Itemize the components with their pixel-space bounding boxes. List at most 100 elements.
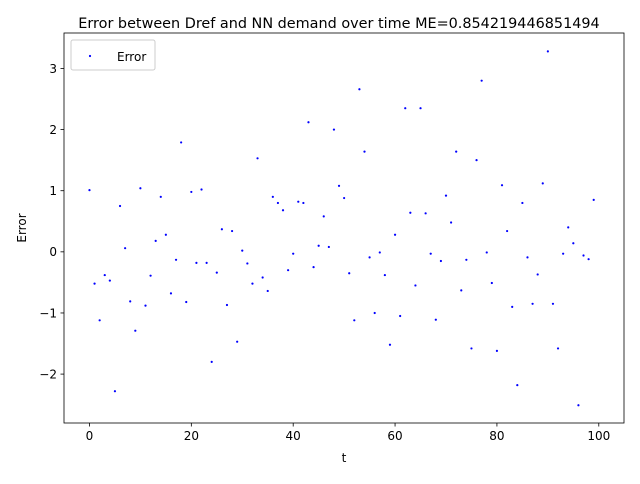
data-point xyxy=(556,347,560,350)
data-point xyxy=(429,252,432,255)
data-point xyxy=(287,269,290,272)
data-point xyxy=(393,233,397,236)
data-point xyxy=(485,251,488,254)
data-point xyxy=(98,319,101,322)
data-point xyxy=(302,201,305,205)
x-tick-label: 80 xyxy=(489,429,504,443)
data-point xyxy=(353,319,356,322)
data-point xyxy=(460,289,463,292)
data-point xyxy=(297,200,300,203)
data-point xyxy=(317,244,320,247)
data-point xyxy=(358,88,361,91)
data-point xyxy=(180,141,183,144)
x-tick-label: 100 xyxy=(587,429,610,443)
data-point xyxy=(506,229,509,233)
data-point xyxy=(251,282,254,285)
y-axis: −2 −1 0 1 2 3 xyxy=(39,62,64,381)
data-point xyxy=(480,79,483,82)
data-point xyxy=(465,258,468,261)
data-point xyxy=(246,262,249,265)
data-point xyxy=(185,300,188,304)
data-point xyxy=(343,196,346,200)
data-point xyxy=(551,302,555,305)
data-point xyxy=(332,128,336,131)
data-point xyxy=(149,274,152,277)
x-tick-label: 40 xyxy=(286,429,301,443)
data-point xyxy=(455,150,458,153)
x-axis: 0 20 40 60 80 100 xyxy=(86,423,610,443)
data-point xyxy=(271,195,274,198)
data-point xyxy=(383,273,386,277)
data-point xyxy=(230,229,234,233)
data-point xyxy=(256,157,259,160)
data-point xyxy=(93,282,96,285)
data-point xyxy=(281,209,285,212)
data-point xyxy=(511,305,514,308)
data-point xyxy=(159,195,162,198)
data-point xyxy=(531,302,534,305)
data-point xyxy=(241,249,244,252)
x-tick-label: 0 xyxy=(86,429,94,443)
data-point xyxy=(348,272,351,275)
data-point xyxy=(516,384,519,387)
data-point xyxy=(103,273,106,277)
data-point xyxy=(236,340,239,343)
data-point xyxy=(414,284,417,287)
y-tick-label: −1 xyxy=(39,306,57,320)
data-point xyxy=(108,279,111,282)
data-point xyxy=(541,182,544,185)
data-point xyxy=(490,281,493,285)
data-point xyxy=(500,184,504,187)
data-point xyxy=(470,347,473,350)
data-point xyxy=(368,256,371,259)
data-point xyxy=(378,251,381,254)
data-point xyxy=(495,349,499,352)
data-point xyxy=(276,201,280,205)
data-point xyxy=(337,184,341,187)
x-tick-label: 20 xyxy=(184,429,199,443)
data-point xyxy=(215,271,218,274)
data-point xyxy=(292,252,295,255)
data-point xyxy=(220,228,223,231)
legend-box xyxy=(70,39,156,71)
plot-area xyxy=(88,50,595,407)
data-point xyxy=(424,212,427,215)
data-point xyxy=(205,261,208,264)
data-point xyxy=(124,247,127,250)
y-tick-label: 2 xyxy=(49,123,57,137)
data-point xyxy=(526,256,529,259)
data-point xyxy=(210,360,213,363)
data-point xyxy=(88,189,91,192)
data-point xyxy=(164,233,167,236)
data-point xyxy=(129,300,132,303)
data-point xyxy=(225,303,229,307)
data-point xyxy=(577,404,580,407)
legend-label: Error xyxy=(117,50,146,64)
y-axis-label: Error xyxy=(15,213,29,242)
data-point xyxy=(363,150,366,153)
x-axis-label: t xyxy=(342,451,347,465)
chart-title: Error between Dref and NN demand over ti… xyxy=(78,16,599,32)
data-point xyxy=(174,258,178,261)
legend: Error xyxy=(70,39,156,71)
data-point xyxy=(307,121,310,124)
data-point xyxy=(419,107,422,110)
data-point xyxy=(434,318,437,321)
data-point xyxy=(169,292,173,295)
data-point xyxy=(113,390,117,393)
data-point xyxy=(200,188,203,191)
data-point xyxy=(587,258,590,261)
data-point xyxy=(521,201,524,205)
data-point xyxy=(567,226,570,229)
y-tick-label: −2 xyxy=(39,367,57,381)
data-point xyxy=(134,329,137,332)
legend-marker xyxy=(88,54,92,58)
data-point xyxy=(388,343,392,346)
x-tick-label: 60 xyxy=(387,429,402,443)
data-point xyxy=(409,211,412,214)
data-point xyxy=(444,194,448,197)
data-point xyxy=(439,259,442,263)
